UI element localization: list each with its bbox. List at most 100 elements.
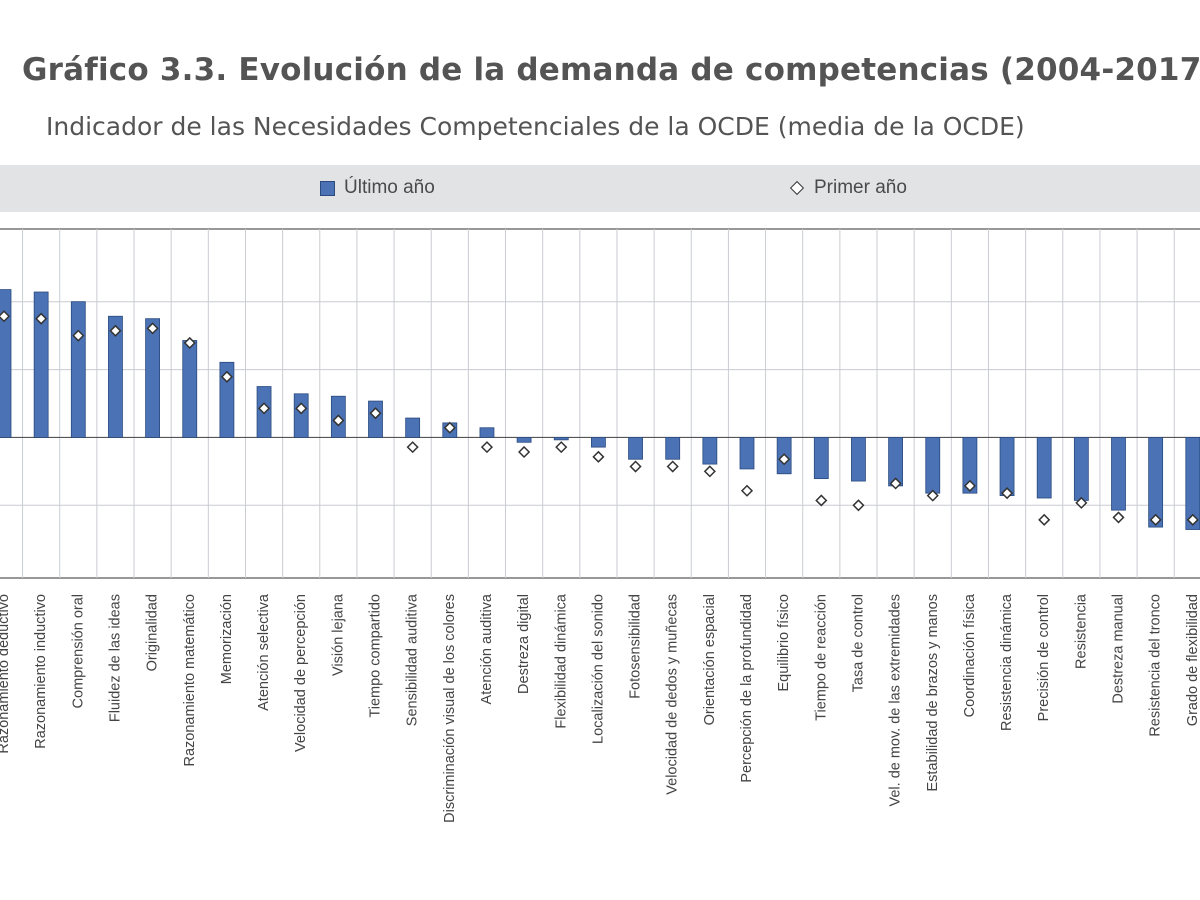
marker-first-year [666,460,679,473]
category-label: Resistencia [1073,593,1089,669]
bar-last-year [1148,437,1164,528]
marker-first-year [1000,487,1014,500]
marker-first-year [480,441,494,454]
marker-first-year [35,312,48,325]
bar-last-year [1111,437,1126,511]
bar-last-year [665,437,681,460]
marker-first-year [1112,511,1125,524]
marker-first-year [1186,513,1199,526]
bar-last-year [999,437,1015,496]
category-label: Fluidez de las ideas [107,594,123,722]
category-label: Equilibrio físico [776,594,792,692]
marker-first-year [555,441,568,454]
bar-last-year [293,393,309,438]
marker-first-year [183,336,196,349]
category-label: Flexibilidad dinámica [553,593,569,729]
legend-item-first-year: Primer año [789,177,907,199]
category-label: Razonamiento matemático [182,594,198,766]
category-label: Resistencia del tronco [1148,594,1164,737]
bar-last-year [702,437,718,465]
bar-last-year [1036,437,1052,499]
category-label: Fotosensibilidad [628,594,644,699]
legend: Último año Primer año [0,165,1200,212]
category-label: Vel. de mov. de las extremidades [888,594,904,807]
category-label: Resistencia dinámica [999,593,1015,731]
marker-first-year [369,407,382,420]
category-label: Coordinación física [962,593,978,717]
bar-last-year [108,315,123,438]
category-label: Velocidad de percepción [293,594,309,752]
marker-first-year [703,465,716,478]
marker-first-year [220,370,233,383]
bar-swatch-icon [320,180,335,196]
category-label: Originalidad [145,594,161,671]
category-label: Sensibilidad auditiva [405,593,421,726]
marker-first-year [778,453,791,466]
chart-title: Gráfico 3.3. Evolución de la demanda de … [22,52,1200,88]
category-label: Discriminación visual de los colores [442,594,458,823]
category-label: Tasa de control [850,594,866,692]
marker-first-year [592,450,605,463]
bar-last-year [553,437,569,441]
marker-first-year [406,441,419,454]
category-label: Destreza manual [1111,594,1127,704]
marker-first-year [72,329,85,342]
bar-last-year [925,437,941,494]
marker-first-year [963,479,976,492]
bar-last-year [70,301,86,438]
marker-first-year [889,477,902,490]
marker-first-year [0,310,11,323]
category-label: Precisión de control [1036,594,1052,721]
bar-last-year [145,318,161,438]
legend-label-first-year: Primer año [814,177,907,198]
marker-first-year [852,499,865,512]
bar-last-year [516,437,532,443]
bar-last-year [405,417,421,438]
category-label: Visión lejana [330,593,346,676]
bar-last-year [0,289,12,438]
legend-item-last-year: Último año [320,177,435,199]
marker-first-year [740,484,754,497]
category-label: Estabilidad de brazos y manos [925,594,941,791]
category-label: Tiempo de reacción [813,594,829,721]
marker-first-year [295,402,308,415]
bar-last-year [1073,437,1089,501]
category-label: Memorización [219,594,235,684]
chart-subtitle: Indicador de las Necesidades Competencia… [46,112,1025,141]
bar-last-year [962,437,978,494]
bar-last-year [628,437,643,460]
marker-first-year [815,494,828,507]
marker-first-year [1038,513,1051,526]
bar-last-year [219,361,235,438]
bar-last-year [739,437,755,470]
bar-last-year [591,437,606,448]
category-label: Tiempo compartido [368,594,384,718]
category-label: Atención auditiva [479,593,495,704]
marker-first-year [443,421,456,434]
marker-first-year [926,489,939,502]
category-label: Razonamiento inductivo [33,594,49,749]
category-label: Velocidad de dedos y muñecas [665,594,681,795]
bar-last-year [33,291,49,438]
marker-first-year [1149,513,1162,526]
marker-first-year [109,324,122,337]
category-label: Destreza digital [516,594,532,694]
category-label: Percepción de la profundidad [739,594,755,783]
category-label: Localización del sonido [590,594,606,744]
bar-last-year [851,437,866,482]
category-label: Grado de flexibilidad [1185,594,1200,726]
category-label: Razonamiento deductivo [0,594,12,754]
marker-first-year [332,414,345,427]
marker-first-year [629,460,642,473]
bar-last-year [479,427,495,438]
marker-first-year [1075,496,1088,509]
bar-last-year [182,340,198,438]
category-label: Atención selectiva [256,593,272,711]
legend-label-last-year: Último año [344,177,435,198]
marker-first-year [146,322,159,335]
category-label: Orientación espacial [702,594,718,725]
marker-first-year [518,445,531,459]
marker-first-year [257,402,271,415]
category-label: Comprensión oral [70,594,86,708]
